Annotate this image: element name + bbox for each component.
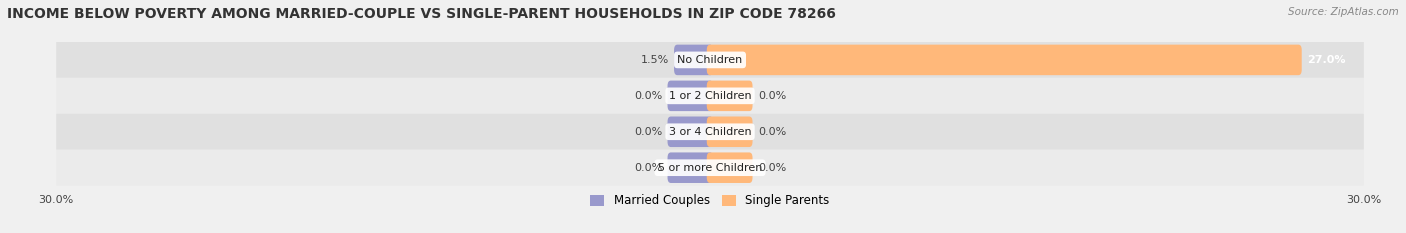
Text: No Children: No Children bbox=[678, 55, 742, 65]
Text: 5 or more Children: 5 or more Children bbox=[658, 163, 762, 173]
Text: 0.0%: 0.0% bbox=[634, 127, 662, 137]
FancyBboxPatch shape bbox=[56, 114, 1364, 150]
Text: INCOME BELOW POVERTY AMONG MARRIED-COUPLE VS SINGLE-PARENT HOUSEHOLDS IN ZIP COD: INCOME BELOW POVERTY AMONG MARRIED-COUPL… bbox=[7, 7, 837, 21]
FancyBboxPatch shape bbox=[56, 78, 1364, 114]
FancyBboxPatch shape bbox=[668, 116, 713, 147]
Text: 0.0%: 0.0% bbox=[758, 163, 786, 173]
FancyBboxPatch shape bbox=[707, 81, 752, 111]
Legend: Married Couples, Single Parents: Married Couples, Single Parents bbox=[586, 190, 834, 212]
Text: Source: ZipAtlas.com: Source: ZipAtlas.com bbox=[1288, 7, 1399, 17]
Text: 0.0%: 0.0% bbox=[634, 91, 662, 101]
Text: 3 or 4 Children: 3 or 4 Children bbox=[669, 127, 751, 137]
Text: 0.0%: 0.0% bbox=[634, 163, 662, 173]
FancyBboxPatch shape bbox=[668, 81, 713, 111]
Text: 1 or 2 Children: 1 or 2 Children bbox=[669, 91, 751, 101]
FancyBboxPatch shape bbox=[673, 45, 713, 75]
Text: 1.5%: 1.5% bbox=[640, 55, 669, 65]
FancyBboxPatch shape bbox=[707, 45, 1302, 75]
Text: 0.0%: 0.0% bbox=[758, 127, 786, 137]
FancyBboxPatch shape bbox=[56, 150, 1364, 186]
FancyBboxPatch shape bbox=[668, 152, 713, 183]
FancyBboxPatch shape bbox=[707, 116, 752, 147]
FancyBboxPatch shape bbox=[56, 42, 1364, 78]
Text: 27.0%: 27.0% bbox=[1308, 55, 1346, 65]
Text: 0.0%: 0.0% bbox=[758, 91, 786, 101]
FancyBboxPatch shape bbox=[707, 152, 752, 183]
